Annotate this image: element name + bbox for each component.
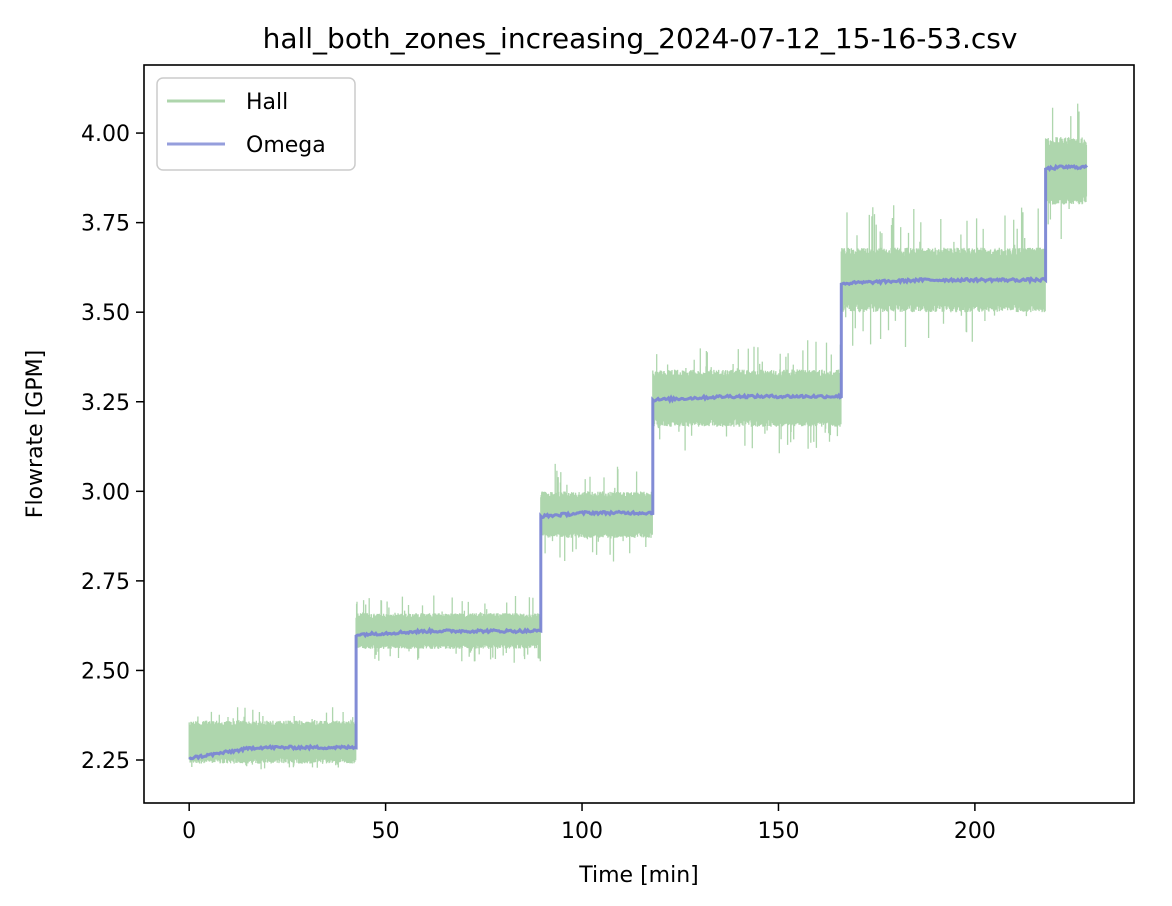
y-tick-label: 3.00	[81, 480, 130, 505]
x-tick-label: 100	[561, 819, 603, 844]
x-tick-label: 150	[757, 819, 799, 844]
y-tick-label: 3.50	[81, 301, 130, 326]
x-tick-label: 50	[372, 819, 400, 844]
y-tick-label: 4.00	[81, 122, 130, 147]
x-axis: 0 50 100 150 200	[182, 803, 996, 844]
legend-label-omega: Omega	[246, 133, 326, 158]
x-tick-label: 0	[182, 819, 196, 844]
series-omega	[188, 163, 1088, 761]
legend-label-hall: Hall	[246, 90, 288, 115]
x-tick-label: 200	[954, 819, 996, 844]
plot-frame	[143, 64, 1135, 804]
y-tick-label: 2.50	[81, 659, 130, 684]
chart-title: hall_both_zones_increasing_2024-07-12_15…	[263, 22, 1018, 55]
omega-line	[188, 163, 1088, 761]
series-hall	[188, 103, 1088, 770]
y-tick-label: 2.25	[81, 749, 130, 774]
y-tick-label: 2.75	[81, 570, 130, 595]
hall-line	[188, 103, 1088, 770]
legend: Hall Omega	[156, 77, 356, 171]
x-axis-label: Time [min]	[578, 863, 699, 888]
y-tick-label: 3.75	[81, 212, 130, 237]
y-tick-label: 3.25	[81, 391, 130, 416]
plot-area	[188, 103, 1088, 770]
y-axis-label: Flowrate [GPM]	[23, 350, 48, 518]
y-axis: 2.25 2.50 2.75 3.00 3.25 3.50 3.75 4.00	[81, 122, 144, 774]
